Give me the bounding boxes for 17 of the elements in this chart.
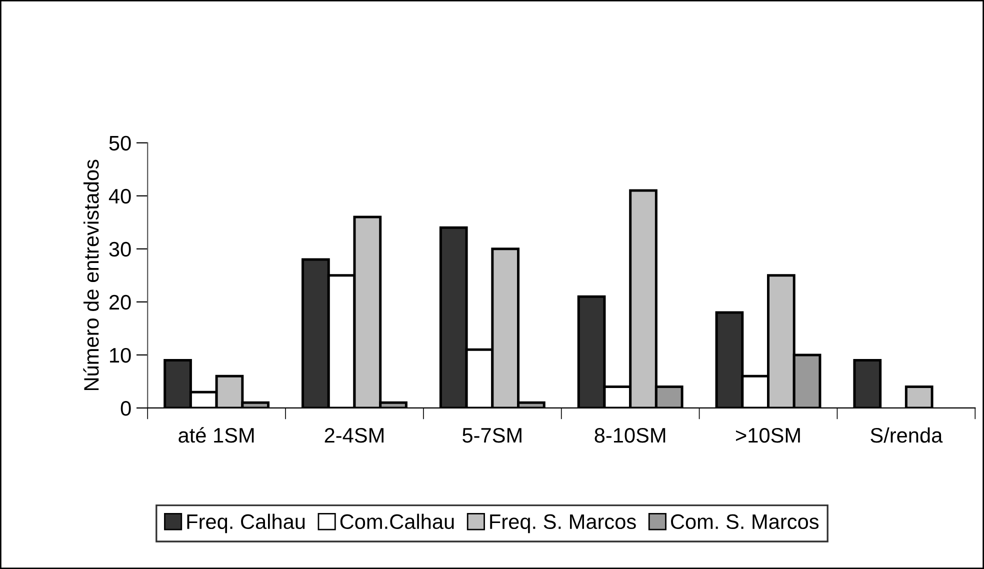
y-tick-label: 10 (110, 348, 131, 363)
legend-label: Freq. S. Marcos (490, 514, 636, 534)
x-tick-label: 5-7SM (462, 428, 522, 443)
y-tick-label: 0 (120, 400, 131, 416)
y-tick-label: 20 (110, 294, 131, 310)
y-axis-title: Número de entrevistados (83, 160, 99, 390)
x-tick-label: >10SM (736, 428, 800, 443)
y-tick-label: 30 (109, 242, 131, 257)
legend-label: Com. S. Marcos (671, 514, 819, 530)
y-tick-label: 40 (108, 188, 131, 204)
legend-label: Freq. Calhau (187, 514, 305, 534)
x-tick-label: até 1SM (178, 427, 254, 443)
x-tick-label: 8-10SM (594, 428, 666, 443)
x-tick-label: 2-4SM (324, 428, 384, 443)
legend-label: Com.Calhau (340, 514, 454, 530)
y-tick-label: 50 (109, 136, 131, 151)
x-tick-label: S/renda (870, 427, 943, 443)
